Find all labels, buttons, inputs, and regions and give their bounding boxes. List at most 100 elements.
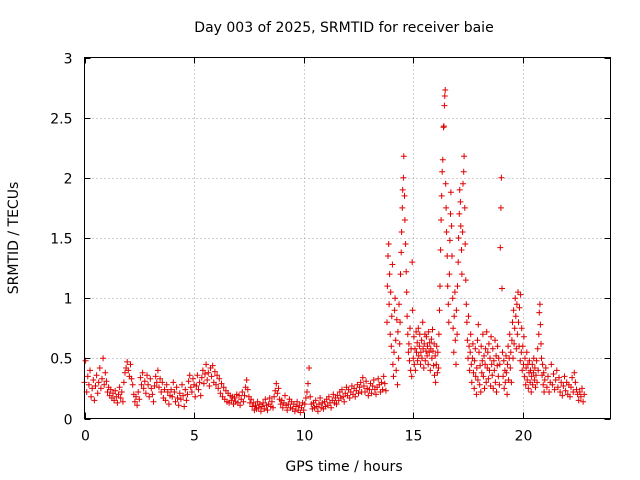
data-point: [510, 307, 517, 314]
data-point: [464, 337, 471, 344]
data-point: [403, 289, 410, 296]
data-point: [359, 374, 366, 381]
x-tick-label: 15: [405, 429, 423, 445]
data-point: [394, 328, 401, 335]
data-point: [569, 374, 576, 381]
data-point: [540, 369, 547, 376]
data-point: [122, 369, 128, 376]
data-point: [517, 357, 524, 364]
data-point: [467, 331, 474, 338]
data-point: [100, 355, 107, 362]
data-point: [397, 271, 404, 278]
data-point: [460, 180, 466, 187]
data-point: [131, 398, 138, 405]
data-point: [520, 333, 527, 340]
data-point: [404, 331, 411, 338]
data-point: [260, 399, 267, 406]
data-point: [460, 168, 467, 175]
data-point: [404, 313, 411, 320]
tick-labels: 0 5 10 15 20 0 0.5 1 1.5 2 2.5 3: [50, 52, 532, 445]
data-point: [466, 367, 473, 374]
data-point: [149, 391, 156, 398]
data-point: [472, 345, 479, 352]
data-point: [560, 383, 567, 389]
data-point: [412, 345, 418, 352]
axis-ticks: [84, 57, 611, 420]
y-tick-label: 1: [64, 292, 73, 308]
data-point: [416, 343, 423, 350]
data-point: [252, 402, 259, 409]
data-point: [194, 372, 201, 379]
data-point: [169, 393, 176, 400]
data-point: [305, 380, 311, 387]
data-point: [511, 325, 518, 332]
data-point: [572, 379, 579, 386]
data-point: [204, 377, 211, 383]
data-point: [509, 319, 516, 326]
data-point: [381, 380, 388, 387]
data-point: [478, 369, 485, 376]
data-point: [102, 369, 109, 376]
data-point: [571, 369, 578, 376]
data-point: [268, 398, 275, 405]
data-point: [419, 319, 426, 326]
data-point: [454, 283, 461, 290]
data-point: [370, 377, 377, 383]
y-tick-label: 0: [64, 413, 73, 429]
data-point: [450, 325, 457, 332]
x-tick-label: 10: [296, 429, 314, 445]
data-point: [412, 367, 419, 374]
data-point: [209, 362, 216, 369]
data-point: [503, 352, 509, 359]
data-point: [442, 87, 449, 93]
data-point: [116, 384, 123, 391]
data-point: [314, 408, 321, 415]
data-point: [465, 313, 472, 320]
data-point: [182, 386, 189, 393]
data-point: [414, 339, 421, 346]
data-point: [497, 204, 504, 211]
data-point: [519, 367, 526, 374]
data-point: [302, 395, 309, 401]
data-point: [144, 372, 150, 379]
data-point: [463, 319, 470, 326]
data-point: [462, 241, 469, 247]
data-point: [417, 349, 424, 356]
data-point: [435, 331, 442, 338]
data-point: [97, 385, 104, 392]
data-point: [442, 180, 449, 187]
data-point: [568, 384, 574, 391]
data-point: [375, 375, 382, 382]
data-point: [508, 337, 515, 344]
data-point: [457, 223, 464, 229]
data-point: [413, 328, 420, 335]
data-point: [528, 389, 535, 395]
data-point: [198, 374, 205, 381]
data-point: [192, 393, 199, 400]
data-point: [557, 389, 564, 395]
data-point: [185, 378, 192, 385]
data-point: [479, 331, 486, 338]
data-point: [103, 378, 110, 385]
data-point: [405, 340, 412, 347]
data-point: [237, 402, 244, 409]
data-point: [215, 385, 222, 392]
data-point: [523, 349, 530, 356]
data-point: [450, 349, 457, 356]
data-point: [467, 349, 474, 356]
data-point: [96, 365, 103, 371]
data-point: [402, 241, 409, 247]
data-point: [453, 361, 459, 368]
data-point: [241, 392, 248, 399]
data-point: [487, 355, 493, 362]
y-axis-label: SRMTID / TECUs: [6, 182, 22, 295]
data-point: [484, 349, 491, 356]
data-point: [543, 384, 550, 391]
data-point: [393, 316, 400, 323]
data-point: [428, 355, 435, 362]
data-point: [386, 271, 393, 278]
data-point: [141, 378, 148, 385]
data-point: [477, 389, 484, 395]
data-point: [514, 331, 521, 338]
data-point: [434, 349, 441, 356]
